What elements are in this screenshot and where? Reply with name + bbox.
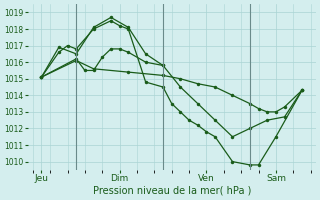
X-axis label: Pression niveau de la mer( hPa ): Pression niveau de la mer( hPa ) xyxy=(92,186,251,196)
